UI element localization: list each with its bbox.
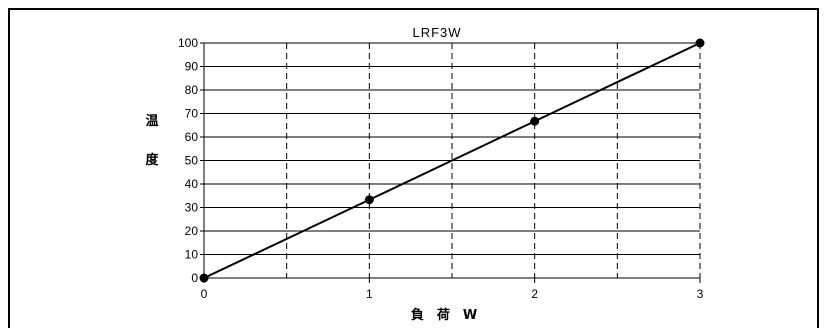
- axes: [200, 42, 701, 283]
- y-axis-label-char-1: 温: [145, 114, 158, 129]
- y-tick-label: 30: [185, 201, 199, 215]
- data-point: [199, 273, 209, 283]
- y-tick-label: 60: [185, 130, 199, 144]
- x-axis-label: 負 荷 W: [411, 307, 477, 323]
- y-tick-label: 100: [178, 36, 198, 50]
- y-tick-label: 10: [185, 248, 199, 262]
- y-tick-label: 20: [185, 224, 199, 238]
- y-tick-label: 80: [185, 83, 199, 97]
- y-tick-label: 0: [191, 271, 198, 285]
- x-tick-label: 2: [531, 287, 538, 301]
- labels: LRF3W 温 度 負 荷 W 0 10 20 30 40 50 60 70 80 90 100 0 1…: [145, 25, 703, 323]
- x-tick-label: 0: [201, 287, 208, 301]
- y-tick-label: 50: [185, 154, 199, 168]
- series: [199, 38, 705, 283]
- x-tick-label: 3: [697, 287, 704, 301]
- data-point: [695, 38, 705, 48]
- y-tick-label: 90: [185, 60, 199, 74]
- data-point: [530, 116, 540, 126]
- series-line: [203, 42, 701, 279]
- x-tick-label: 1: [366, 287, 373, 301]
- y-tick-label: 70: [185, 107, 199, 121]
- y-axis-label-char-2: 度: [145, 152, 159, 168]
- data-point: [364, 195, 374, 205]
- chart-frame: [8, 8, 819, 328]
- chart-title: LRF3W: [412, 25, 461, 40]
- y-tick-label: 40: [185, 177, 199, 191]
